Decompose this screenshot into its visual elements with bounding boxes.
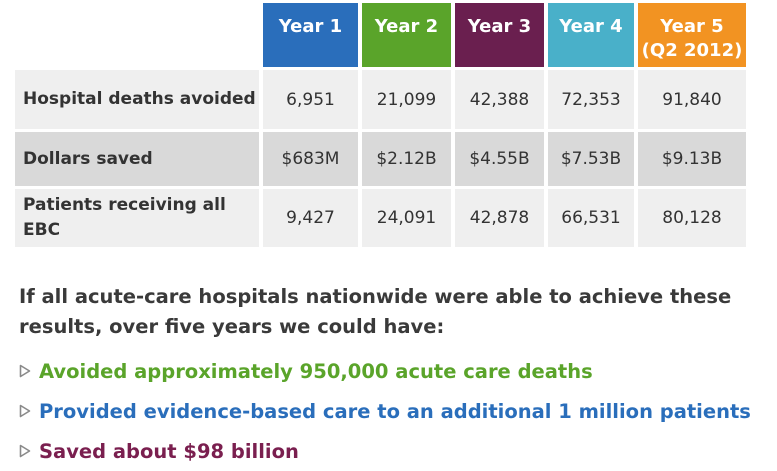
table-cell: $7.53B: [548, 132, 634, 186]
table-cell: $4.55B: [455, 132, 544, 186]
bullet-text: Avoided approximately 950,000 acute care…: [39, 359, 593, 383]
table-row: Patients receiving all EBC 9,427 24,091 …: [15, 189, 746, 247]
header-corner: [15, 3, 259, 67]
header-year-1: Year 1: [263, 3, 358, 67]
header-year-3: Year 3: [455, 3, 544, 67]
table-header-row: Year 1 Year 2 Year 3 Year 4 Year 5 (Q2 2…: [15, 3, 746, 67]
table-cell: 80,128: [638, 189, 746, 247]
table-row: Hospital deaths avoided 6,951 21,099 42,…: [15, 70, 746, 129]
table-cell: 24,091: [362, 189, 451, 247]
triangle-bullet-icon: [19, 404, 39, 418]
table-cell: $683M: [263, 132, 358, 186]
row-label: Patients receiving all EBC: [15, 189, 259, 247]
list-item: Avoided approximately 950,000 acute care…: [19, 351, 777, 391]
table-cell: $9.13B: [638, 132, 746, 186]
table-cell: $2.12B: [362, 132, 451, 186]
row-label: Dollars saved: [15, 132, 259, 186]
table-cell: 66,531: [548, 189, 634, 247]
table-cell: 6,951: [263, 70, 358, 129]
table-cell: 21,099: [362, 70, 451, 129]
header-year-2: Year 2: [362, 3, 451, 67]
table-cell: 9,427: [263, 189, 358, 247]
table-cell: 42,388: [455, 70, 544, 129]
bullet-text: Provided evidence-based care to an addit…: [39, 399, 751, 423]
table-cell: 72,353: [548, 70, 634, 129]
triangle-bullet-icon: [19, 364, 39, 378]
results-table: Year 1 Year 2 Year 3 Year 4 Year 5 (Q2 2…: [11, 0, 750, 250]
header-year-5-line1: Year 5: [660, 16, 724, 37]
list-item: Provided evidence-based care to an addit…: [19, 391, 777, 431]
triangle-bullet-icon: [19, 444, 39, 458]
bullet-list: Avoided approximately 950,000 acute care…: [19, 351, 777, 471]
table-cell: 91,840: [638, 70, 746, 129]
list-item: Saved about $98 billion: [19, 431, 777, 471]
table-cell: 42,878: [455, 189, 544, 247]
row-label: Hospital deaths avoided: [15, 70, 259, 129]
header-year-4: Year 4: [548, 3, 634, 67]
header-year-5-line2: (Q2 2012): [641, 40, 743, 61]
table-row: Dollars saved $683M $2.12B $4.55B $7.53B…: [15, 132, 746, 186]
header-year-5: Year 5 (Q2 2012): [638, 3, 746, 67]
summary-text: If all acute-care hospitals nationwide w…: [19, 285, 732, 338]
bullet-text: Saved about $98 billion: [39, 439, 299, 463]
